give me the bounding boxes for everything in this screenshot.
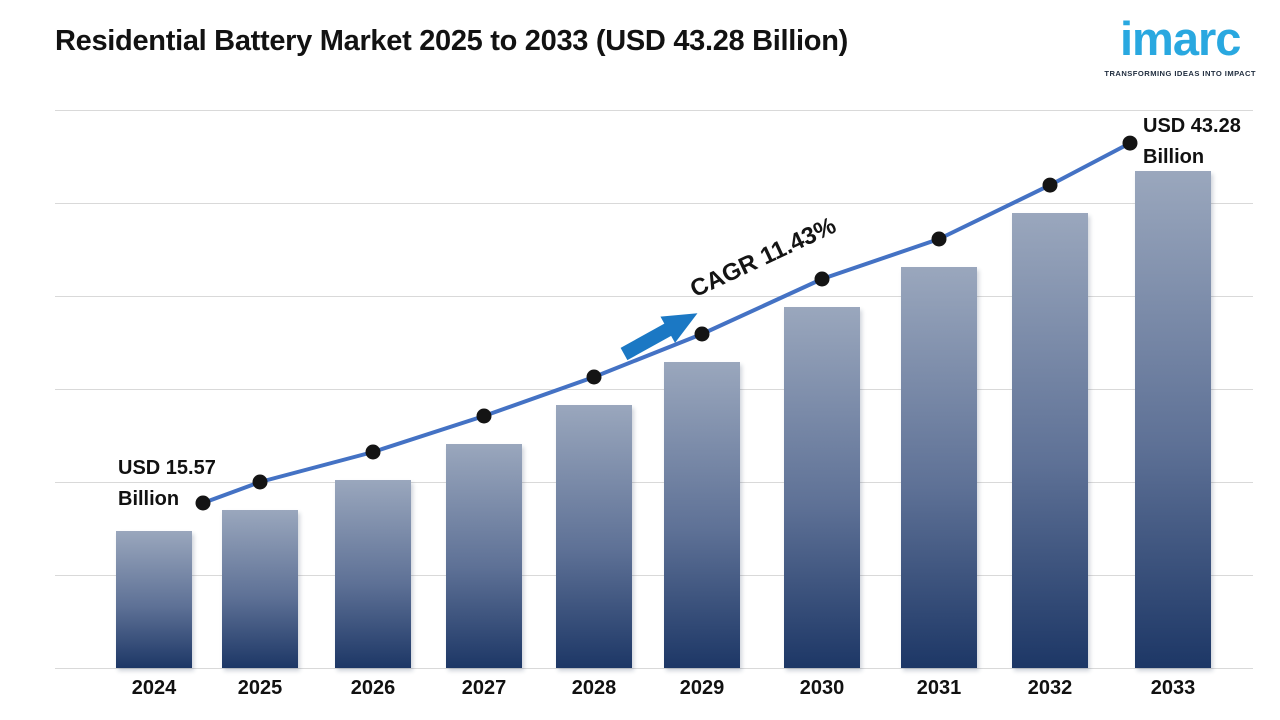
data-point-2027 bbox=[476, 408, 492, 424]
imarc-logo-text: imarc bbox=[1119, 12, 1241, 65]
end-value-line2: Billion bbox=[1143, 146, 1205, 168]
x-axis-label-2026: 2026 bbox=[350, 677, 396, 699]
x-axis-label-2025: 2025 bbox=[237, 677, 283, 699]
start-value-label: USD 15.57 Billion bbox=[118, 453, 216, 515]
end-value-line1: USD 43.28 bbox=[1143, 115, 1241, 137]
x-axis-label-2029: 2029 bbox=[679, 677, 725, 699]
cagr-arrow-icon bbox=[620, 313, 698, 361]
start-value-line1: USD 15.57 bbox=[118, 457, 216, 479]
cagr-annotation: CAGR 11.43% bbox=[686, 212, 841, 304]
x-axis-label-2031: 2031 bbox=[916, 677, 962, 699]
x-axis-label-2032: 2032 bbox=[1027, 677, 1073, 699]
gridline bbox=[55, 668, 1253, 669]
x-axis-label-2024: 2024 bbox=[131, 677, 177, 699]
imarc-logo-tagline: TRANSFORMING IDEAS INTO IMPACT bbox=[1104, 69, 1256, 79]
bar-2025 bbox=[222, 510, 298, 668]
gridline bbox=[55, 110, 1253, 111]
bar-2032 bbox=[1012, 213, 1088, 668]
data-point-2028 bbox=[586, 369, 602, 385]
data-point-2030 bbox=[814, 271, 830, 287]
data-point-2032 bbox=[1042, 177, 1058, 193]
bar-2024 bbox=[116, 531, 192, 668]
x-axis-label-2030: 2030 bbox=[799, 677, 845, 699]
gridline bbox=[55, 203, 1253, 204]
x-axis-label-2027: 2027 bbox=[461, 677, 507, 699]
bar-2031 bbox=[901, 267, 977, 668]
gridline bbox=[55, 575, 1253, 576]
data-point-2026 bbox=[365, 444, 381, 460]
chart-title: Residential Battery Market 2025 to 2033 … bbox=[55, 25, 848, 57]
bar-2028 bbox=[556, 405, 632, 668]
end-value-label: USD 43.28 Billion bbox=[1143, 111, 1241, 173]
data-point-2031 bbox=[931, 231, 947, 247]
bar-2026 bbox=[335, 480, 411, 668]
bar-2027 bbox=[446, 444, 522, 668]
data-point-2029 bbox=[694, 326, 710, 342]
imarc-logo: imarc TRANSFORMING IDEAS INTO IMPACT bbox=[1104, 8, 1256, 78]
bar-2030 bbox=[784, 307, 860, 668]
x-axis-label-2028: 2028 bbox=[571, 677, 617, 699]
x-axis-label-2033: 2033 bbox=[1150, 677, 1196, 699]
bar-2029 bbox=[664, 362, 740, 668]
data-point-2033 bbox=[1122, 135, 1138, 151]
bar-2033 bbox=[1135, 171, 1211, 668]
start-value-line2: Billion bbox=[118, 488, 180, 510]
